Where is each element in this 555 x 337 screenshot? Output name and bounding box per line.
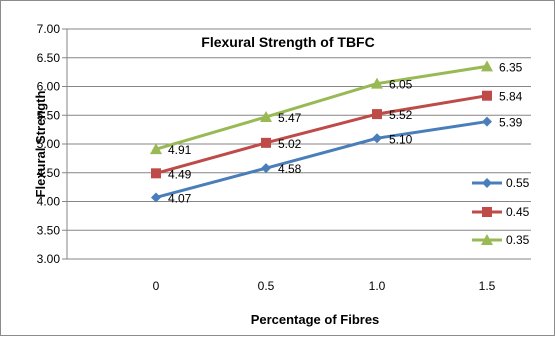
data-point (261, 137, 271, 148)
y-tick-label: 6.50 (37, 51, 61, 65)
x-tick-label: 1.0 (369, 279, 386, 293)
data-point (482, 90, 492, 101)
legend-marker (481, 234, 493, 245)
legend-label: 0.55 (506, 176, 530, 190)
x-tick-label: 0 (153, 279, 160, 293)
data-label: 5.39 (499, 116, 523, 130)
y-tick-label: 3.00 (37, 252, 61, 266)
axes (62, 28, 531, 260)
y-tick-label: 4.50 (37, 166, 61, 180)
x-axis-title: Percentage of Fibres (251, 312, 380, 327)
legend: 0.55 0.45 0.35 (472, 176, 530, 247)
data-point (150, 143, 162, 155)
series-line-0.45 (155, 94, 488, 175)
data-point (482, 116, 492, 127)
gridlines (67, 28, 531, 231)
data-point (260, 110, 272, 122)
data-label: 4.49 (168, 167, 192, 181)
data-label: 4.58 (278, 162, 302, 176)
series-line-0.55 (155, 120, 488, 199)
y-tick-label: 7.00 (37, 22, 61, 36)
legend-marker (482, 178, 492, 188)
data-point (151, 192, 161, 203)
data-point (372, 109, 382, 120)
x-tick-label: 1.5 (479, 279, 496, 293)
data-point (372, 133, 382, 144)
data-label: 6.35 (499, 60, 523, 74)
data-point (261, 163, 271, 174)
y-tick-label: 6.00 (37, 80, 61, 94)
y-tick-label: 5.00 (37, 137, 61, 151)
data-label: 5.02 (278, 137, 302, 151)
legend-label: 0.45 (506, 205, 530, 219)
chart-title: Flexural Strength of TBFC (201, 34, 374, 50)
y-tick-label: 4.00 (37, 195, 61, 209)
data-label: 4.91 (168, 143, 192, 157)
x-tick-labels: 0 0.5 1.0 1.5 (153, 279, 496, 293)
series-lines (150, 60, 493, 203)
y-tick-label: 3.50 (37, 223, 61, 237)
y-tick-labels: 3.00 3.50 4.00 4.50 5.00 5.50 6.00 6.50 7.00 (37, 22, 61, 266)
data-label: 4.07 (168, 191, 192, 205)
x-tick-label: 0.5 (258, 279, 275, 293)
series-line-0.35 (155, 64, 488, 151)
data-labels: 4.07 4.58 5.10 5.39 4.49 5.02 5.52 5.84 4.91 5.47… (168, 60, 523, 205)
data-label: 5.52 (389, 108, 413, 122)
data-label: 5.10 (389, 132, 413, 146)
data-point (481, 60, 493, 72)
y-axis-title: Flexural Strength (33, 90, 48, 197)
data-label: 6.05 (389, 78, 413, 92)
legend-marker (482, 207, 492, 217)
legend-label: 0.35 (506, 233, 530, 247)
data-point (371, 77, 383, 89)
data-point (151, 168, 161, 179)
data-label: 5.47 (278, 111, 302, 125)
data-label: 5.84 (499, 90, 523, 104)
y-tick-label: 5.50 (37, 108, 61, 122)
